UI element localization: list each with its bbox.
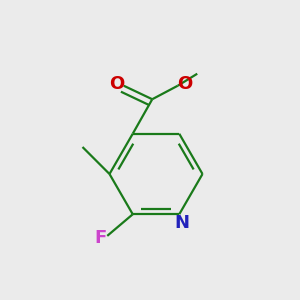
Text: O: O bbox=[177, 75, 192, 93]
Text: F: F bbox=[94, 229, 107, 247]
Text: O: O bbox=[110, 75, 125, 93]
Text: N: N bbox=[174, 214, 189, 232]
